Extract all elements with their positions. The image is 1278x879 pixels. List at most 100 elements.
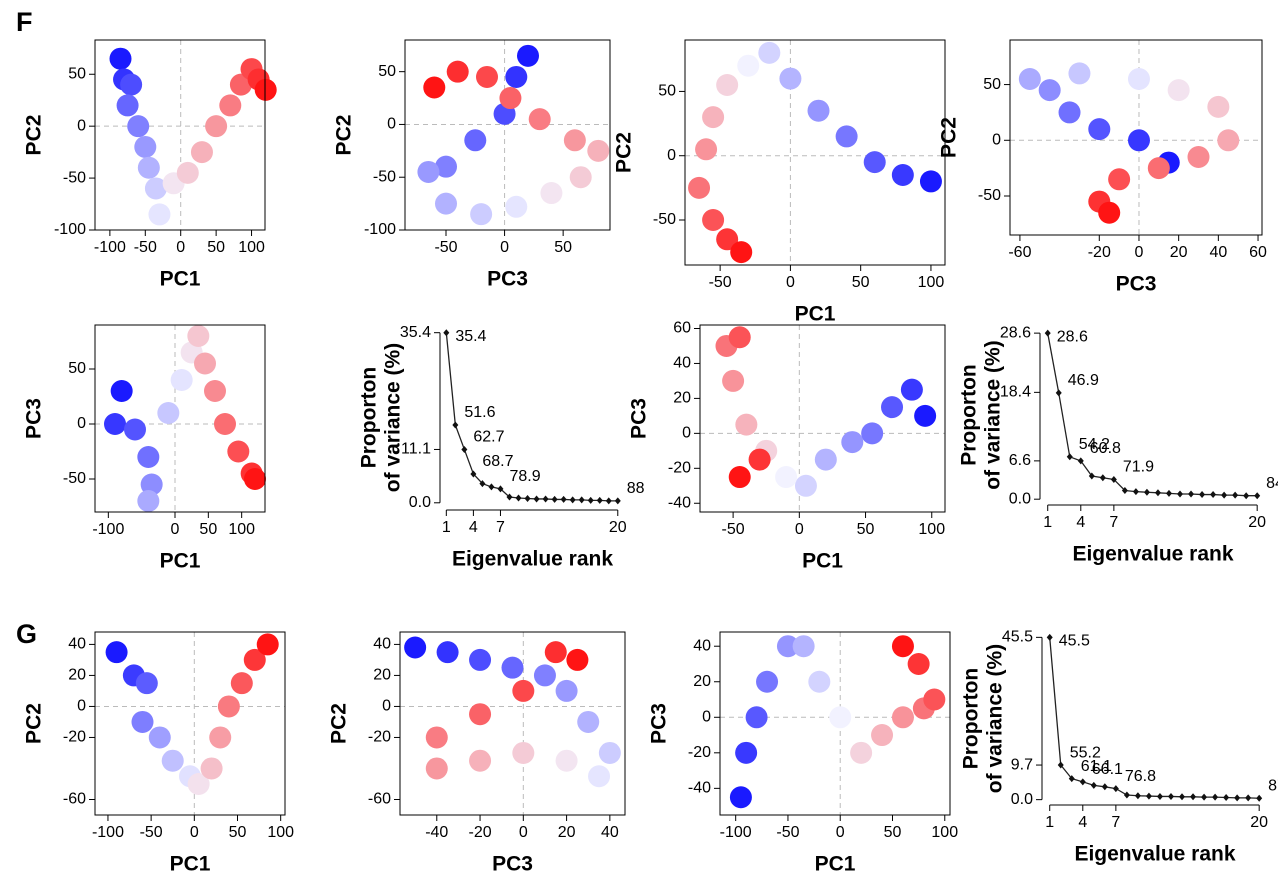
point [190, 141, 213, 164]
y-tick-label: 28.6 [1000, 324, 1031, 341]
y-tick-label: 20 [673, 390, 691, 407]
point [417, 160, 440, 183]
x-tick-label: 40 [601, 824, 619, 841]
point [1210, 491, 1217, 499]
x-tick-label: -50 [776, 824, 799, 841]
point [1110, 475, 1117, 483]
y-tick-label: 0 [382, 698, 391, 715]
point [566, 648, 589, 671]
x-tick-label: -40 [425, 824, 448, 841]
point [435, 192, 457, 215]
point [1207, 95, 1230, 118]
point [551, 495, 558, 503]
y-tick-label: 35.4 [400, 324, 431, 341]
point [716, 228, 739, 251]
x-tick-label: 50 [207, 239, 225, 256]
point [515, 494, 522, 502]
point [861, 422, 884, 445]
point [1057, 761, 1064, 769]
point [1055, 389, 1062, 397]
y-tick-label: -100 [54, 221, 86, 238]
plot-frame [699, 324, 946, 513]
point [1217, 129, 1240, 152]
y-tick-label: -40 [688, 780, 711, 797]
y-tick-label: 0 [992, 132, 1001, 149]
point [891, 164, 914, 186]
point [730, 241, 753, 264]
point [469, 703, 492, 726]
point [1143, 488, 1150, 496]
point [722, 369, 745, 392]
point [776, 635, 799, 658]
y-tick-label: 20 [693, 673, 711, 690]
point [1177, 490, 1184, 498]
point [1088, 118, 1111, 141]
point [792, 635, 815, 658]
y-axis-title: of variance (%) [984, 644, 1007, 793]
point [807, 99, 830, 122]
y-tick-label: -50 [978, 187, 1001, 204]
y-tick-label: -50 [63, 169, 86, 186]
point [1123, 791, 1130, 799]
x-tick-label: 20 [558, 824, 576, 841]
point [499, 87, 522, 110]
y-axis-title: PC3 [628, 398, 651, 439]
point [148, 203, 171, 226]
point [436, 641, 459, 664]
point [464, 129, 487, 152]
point [835, 125, 858, 148]
x-tick-label: -100 [92, 521, 124, 538]
point [1132, 488, 1139, 496]
x-tick-label: 100 [238, 239, 265, 256]
point [563, 129, 586, 152]
point [891, 706, 914, 729]
x-tick-label: 100 [228, 521, 255, 538]
y-tick-label: -50 [373, 168, 396, 185]
x-tick-label: 100 [931, 824, 958, 841]
point [614, 497, 621, 505]
point [244, 468, 266, 490]
y-axis-title: PC2 [23, 703, 46, 744]
point [588, 765, 611, 788]
annotation: 35.4 [455, 328, 486, 345]
y-tick-label: 40 [673, 355, 691, 372]
point [501, 656, 524, 679]
y-tick-label: -50 [653, 211, 676, 228]
point [808, 670, 831, 693]
x-axis-title: PC1 [170, 853, 211, 876]
y-tick-label: 50 [68, 65, 86, 82]
point [140, 473, 163, 496]
annotation: 87 [1268, 777, 1278, 794]
point [923, 688, 946, 711]
point [1145, 792, 1152, 800]
point [461, 445, 468, 453]
point [1188, 490, 1195, 498]
point [729, 786, 752, 809]
point [470, 470, 477, 478]
point [446, 60, 469, 83]
point [907, 652, 930, 675]
x-tick-label: 0 [500, 239, 509, 256]
point [735, 741, 758, 764]
panel-letter: G [16, 619, 37, 649]
y-tick-label: 11.1 [401, 441, 431, 458]
y-tick-label: -20 [668, 460, 691, 477]
point [900, 378, 923, 401]
point [737, 54, 760, 77]
point [578, 496, 585, 504]
point [891, 635, 914, 658]
point [194, 352, 216, 375]
point [829, 706, 852, 729]
y-tick-label: 0.0 [409, 494, 431, 511]
point [219, 94, 242, 117]
point [137, 156, 160, 179]
point [131, 710, 154, 733]
point [135, 672, 158, 695]
point [841, 431, 864, 454]
point [1108, 168, 1131, 191]
x-axis-title: PC3 [492, 853, 533, 876]
point [497, 485, 504, 493]
point [1232, 491, 1239, 499]
point [1101, 783, 1108, 791]
point [505, 195, 528, 218]
